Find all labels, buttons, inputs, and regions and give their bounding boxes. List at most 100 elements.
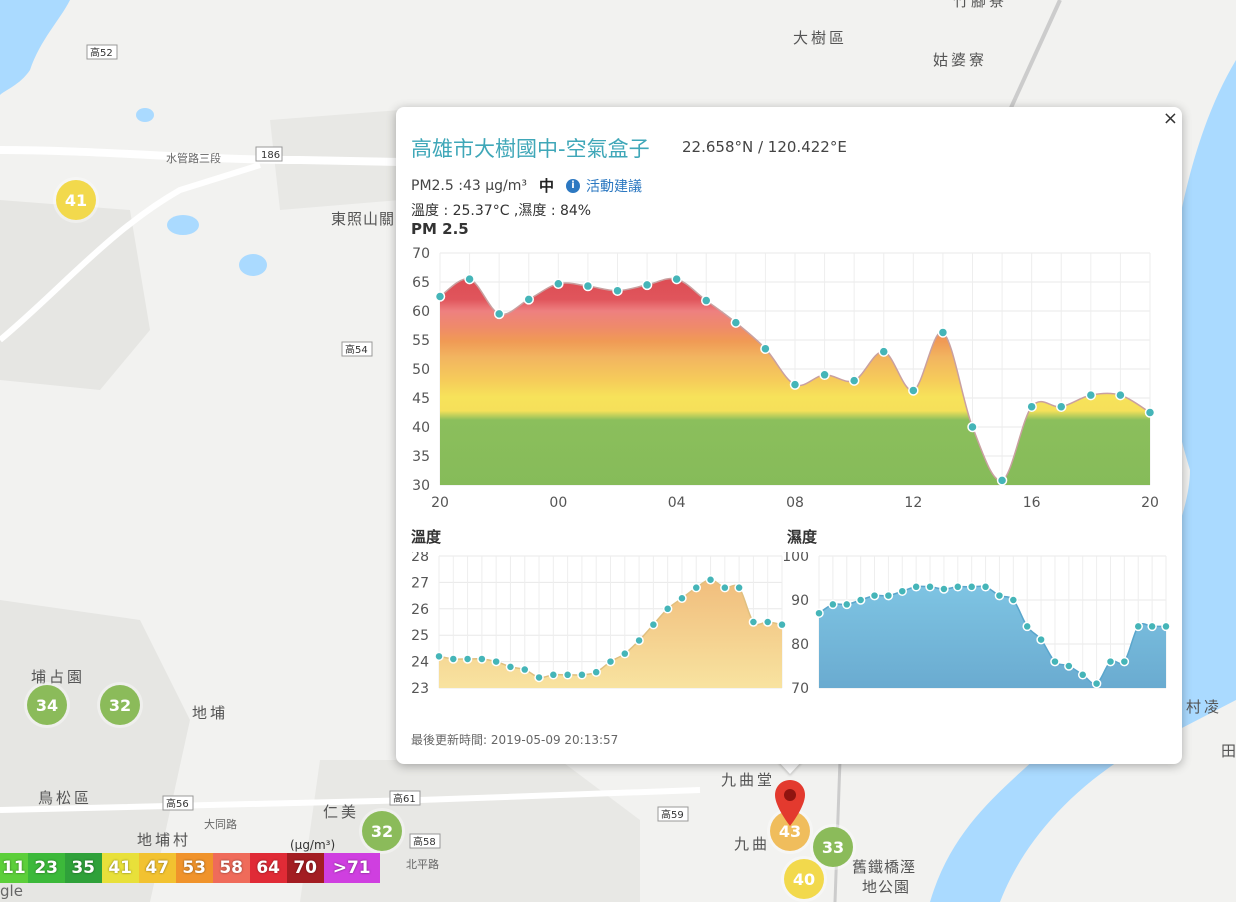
data-point[interactable] <box>730 317 742 328</box>
data-point[interactable] <box>937 327 949 338</box>
data-point[interactable] <box>434 651 444 662</box>
data-point[interactable] <box>1026 401 1037 412</box>
marker-33[interactable]: 33 <box>813 827 853 867</box>
x-tick-label: 20 <box>431 495 449 511</box>
data-point[interactable] <box>1119 656 1130 667</box>
info-icon[interactable]: i <box>566 178 580 193</box>
data-point[interactable] <box>996 475 1008 486</box>
data-point[interactable] <box>548 670 559 680</box>
y-tick-label: 50 <box>412 362 430 378</box>
data-point[interactable] <box>534 672 544 683</box>
data-point[interactable] <box>464 273 475 285</box>
y-tick-label: 24 <box>411 655 429 671</box>
data-point[interactable] <box>1161 621 1171 632</box>
data-point[interactable] <box>691 582 701 593</box>
data-point[interactable] <box>878 346 889 357</box>
data-point[interactable] <box>1085 389 1097 401</box>
data-point[interactable] <box>748 617 759 627</box>
data-point[interactable] <box>1036 634 1046 645</box>
marker-32b[interactable]: 32 <box>362 811 402 851</box>
data-point[interactable] <box>641 279 653 291</box>
data-point[interactable] <box>1144 407 1156 418</box>
data-point[interactable] <box>897 586 908 596</box>
data-point[interactable] <box>1077 670 1088 680</box>
marker-32a[interactable]: 32 <box>100 685 140 725</box>
data-point[interactable] <box>1115 389 1126 401</box>
temperature-chart-title: 溫度 <box>411 528 442 546</box>
data-point[interactable] <box>701 295 712 306</box>
data-point[interactable] <box>980 582 991 592</box>
data-point[interactable] <box>562 670 573 680</box>
data-point[interactable] <box>967 421 978 433</box>
data-point[interactable] <box>591 667 601 677</box>
data-point[interactable] <box>828 599 838 610</box>
data-point[interactable] <box>1056 401 1067 412</box>
data-point[interactable] <box>477 654 487 664</box>
marker-34[interactable]: 34 <box>27 685 67 725</box>
data-point[interactable] <box>523 294 534 305</box>
data-point[interactable] <box>462 654 473 664</box>
data-point[interactable] <box>1022 621 1032 632</box>
data-point[interactable] <box>1147 621 1157 632</box>
data-point[interactable] <box>448 654 459 664</box>
data-point[interactable] <box>994 590 1005 601</box>
data-point[interactable] <box>553 278 564 289</box>
y-tick-label: 80 <box>791 637 809 653</box>
data-point[interactable] <box>605 656 616 667</box>
marker-40[interactable]: 40 <box>784 859 824 899</box>
pond-3 <box>136 108 154 122</box>
data-point[interactable] <box>705 575 716 585</box>
location-pin-icon[interactable] <box>774 780 806 828</box>
y-tick-label: 27 <box>411 575 429 591</box>
data-point[interactable] <box>762 617 773 627</box>
activity-advice-link[interactable]: 活動建議 <box>586 178 642 195</box>
marker-41[interactable]: 41 <box>56 180 96 220</box>
data-point[interactable] <box>939 584 949 594</box>
data-point[interactable] <box>819 369 830 381</box>
data-point[interactable] <box>1105 656 1116 667</box>
data-point[interactable] <box>1064 661 1074 671</box>
data-point[interactable] <box>883 590 894 601</box>
data-point[interactable] <box>505 662 516 672</box>
data-point[interactable] <box>491 656 501 667</box>
station-title[interactable]: 高雄市大樹國中-空氣盒子 <box>411 137 650 161</box>
data-point[interactable] <box>855 595 866 605</box>
legend-item: 70 <box>286 853 324 883</box>
data-point[interactable] <box>662 604 673 614</box>
data-point[interactable] <box>1008 595 1019 605</box>
data-point[interactable] <box>648 619 659 630</box>
data-point[interactable] <box>842 599 852 610</box>
data-point[interactable] <box>760 343 771 354</box>
data-point[interactable] <box>814 608 824 618</box>
data-point[interactable] <box>908 385 919 396</box>
legend-item: 35 <box>64 853 102 883</box>
google-logo-partial: gle <box>0 882 23 900</box>
data-point[interactable] <box>677 593 687 603</box>
data-point[interactable] <box>966 582 977 592</box>
data-point[interactable] <box>869 590 880 601</box>
data-point[interactable] <box>671 273 682 285</box>
data-point[interactable] <box>789 379 801 390</box>
data-point[interactable] <box>582 280 594 292</box>
data-point[interactable] <box>911 582 921 592</box>
data-point[interactable] <box>734 582 744 593</box>
data-point[interactable] <box>634 635 644 646</box>
data-point[interactable] <box>1091 678 1102 689</box>
close-icon[interactable]: × <box>1162 108 1178 129</box>
pm25-chart-title: PM 2.5 <box>411 220 469 238</box>
data-point[interactable] <box>953 582 963 592</box>
data-point[interactable] <box>612 285 623 296</box>
data-point[interactable] <box>848 375 860 386</box>
data-point[interactable] <box>925 582 935 592</box>
data-point[interactable] <box>577 670 587 680</box>
data-point[interactable] <box>720 582 730 593</box>
data-point[interactable] <box>1050 656 1060 667</box>
y-tick-label: 28 <box>411 552 429 565</box>
data-point[interactable] <box>1133 621 1143 632</box>
data-point[interactable] <box>434 291 446 302</box>
data-point[interactable] <box>520 664 530 675</box>
data-point[interactable] <box>777 619 787 630</box>
data-point[interactable] <box>620 648 630 659</box>
data-point[interactable] <box>493 308 505 320</box>
